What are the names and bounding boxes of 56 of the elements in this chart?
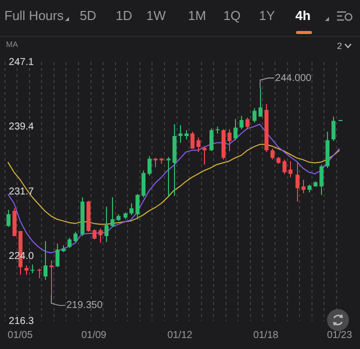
y-tick-label: 239.4: [8, 122, 34, 132]
x-tick-label: 01/05: [8, 330, 34, 341]
candlestick: [258, 88, 262, 118]
text: 2: [337, 41, 342, 51]
text: 1M: [188, 8, 206, 23]
candlestick: [6, 210, 10, 228]
text: 1Y: [259, 8, 275, 23]
candlestick: [154, 157, 158, 168]
y-tick-label: 216.3: [8, 316, 34, 327]
candlestick: [302, 179, 306, 194]
candlestick: [142, 170, 146, 198]
candlestick: [166, 156, 170, 196]
candlestick: [210, 128, 214, 152]
candlestick: [38, 268, 42, 279]
candlestick: [202, 146, 206, 166]
candlestick: [104, 206, 108, 242]
text: Full Hours: [4, 8, 64, 23]
candlestick: [68, 237, 72, 248]
text: 5D: [80, 8, 96, 23]
x-tick-label: 01/18: [253, 330, 279, 341]
candlestick: [270, 148, 274, 160]
candlestick: [190, 131, 194, 150]
annotation: 244.000: [275, 72, 312, 84]
candlestick: [196, 137, 200, 152]
candlestick: [148, 156, 152, 176]
candlestick: [282, 159, 286, 174]
candlestick: [136, 194, 140, 220]
candlestick: [246, 117, 250, 130]
candlestick: [74, 231, 78, 242]
text: 1D: [116, 8, 132, 23]
candlestick: [92, 228, 96, 240]
candlestick: [56, 243, 60, 268]
candlestick: [332, 116, 336, 142]
annotation: 219.350: [66, 300, 103, 312]
x-tick-label: 01/09: [81, 330, 107, 341]
candlestick: [184, 130, 188, 140]
x-tick-label: 01/12: [167, 330, 193, 341]
text: MA: [6, 40, 18, 49]
candlestick: [130, 202, 134, 216]
candlestick: [234, 118, 238, 141]
text: 1Q: [223, 8, 241, 23]
candlestick: [178, 124, 182, 144]
candlestick: [296, 162, 300, 202]
candlestick: [240, 115, 244, 130]
candlestick: [288, 160, 292, 178]
candlestick: [110, 196, 114, 228]
y-tick-label: 247.1: [8, 56, 34, 68]
candlestick: [44, 240, 48, 280]
candlestick: [228, 128, 232, 152]
text: 4h: [295, 8, 311, 23]
candlestick: [320, 164, 324, 196]
candlestick: [252, 108, 256, 124]
candlestick: [98, 228, 102, 244]
text: 1W: [146, 8, 166, 23]
candlestick: [24, 265, 28, 276]
x-tick-label: 01/23: [327, 330, 352, 341]
